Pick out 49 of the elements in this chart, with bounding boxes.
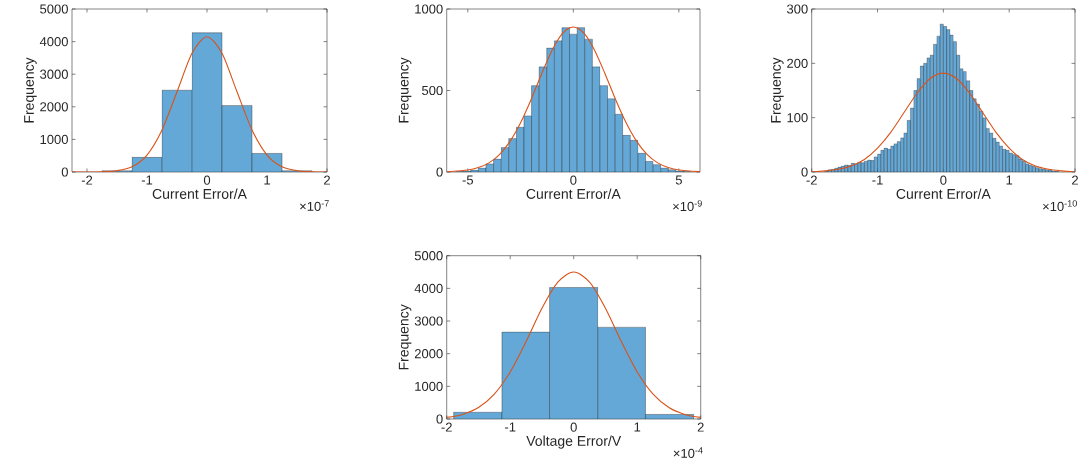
x-tick-label: 2 bbox=[1072, 175, 1078, 185]
y-axis-title: Frequency bbox=[771, 57, 784, 123]
y-tick-label: 0 bbox=[436, 414, 443, 424]
y-tick-label: 1000 bbox=[415, 4, 443, 14]
y-tick-label: 500 bbox=[422, 85, 443, 96]
x-tick-label: 0 bbox=[203, 175, 211, 185]
y-tick-label: 0 bbox=[436, 167, 443, 177]
y-tick-label: 1000 bbox=[415, 381, 443, 391]
y-tick-label: 2000 bbox=[40, 102, 68, 112]
y-tick-label: 300 bbox=[786, 4, 808, 14]
y-axis-title: Frequency bbox=[398, 304, 412, 370]
text: ×10$^{-7}$ bbox=[300, 200, 329, 211]
x-tick-label: 1 bbox=[264, 175, 270, 185]
x-tick-label: -1 bbox=[505, 422, 516, 432]
x-axis-title: Current Error/A bbox=[526, 188, 621, 199]
y-tick-label: 1000 bbox=[40, 134, 68, 144]
y-tick-label: 200 bbox=[787, 58, 808, 68]
x-tick-label: -2 bbox=[81, 175, 93, 185]
x-tick-label: 1 bbox=[634, 422, 641, 432]
x-tick-label: 5 bbox=[675, 175, 682, 185]
y-tick-label: 5000 bbox=[40, 4, 68, 14]
x-tick-label: 0 bbox=[940, 175, 947, 185]
x-tick-label: -5 bbox=[462, 175, 474, 185]
x-axis-title: Current Error/A bbox=[896, 188, 991, 199]
y-tick-label: 2000 bbox=[414, 349, 443, 359]
y-tick-label: 0 bbox=[61, 167, 68, 177]
x-tick-label: 0 bbox=[570, 175, 577, 185]
y-tick-label: 4000 bbox=[39, 37, 68, 47]
y-tick-label: 3000 bbox=[414, 316, 443, 326]
y-tick-label: 3000 bbox=[40, 69, 68, 79]
x-tick-label: 0 bbox=[570, 422, 577, 432]
x-tick-label: 1 bbox=[1006, 175, 1013, 185]
text: ×10$^{-9}$ bbox=[673, 200, 702, 212]
y-axis-title: Frequency bbox=[398, 57, 412, 123]
x-axis-title: Current Error/A bbox=[152, 188, 247, 199]
x-tick-label: -2 bbox=[441, 422, 452, 432]
text: ×10$^{-10}$ bbox=[1043, 200, 1077, 212]
y-tick-label: 5000 bbox=[414, 251, 443, 261]
text: ×10$^{-4}$ bbox=[673, 447, 703, 458]
y-tick-label: 100 bbox=[787, 113, 808, 123]
x-tick-label: -2 bbox=[806, 175, 817, 185]
y-tick-label: 4000 bbox=[414, 283, 443, 293]
x-tick-label: -1 bbox=[872, 175, 883, 185]
x-tick-label: 2 bbox=[697, 422, 704, 432]
y-tick-label: 0 bbox=[801, 167, 808, 177]
x-tick-label: 2 bbox=[324, 175, 330, 185]
x-axis-title: Voltage Error/V bbox=[526, 435, 622, 449]
x-tick-label: -1 bbox=[141, 175, 153, 185]
y-axis-title: Frequency bbox=[24, 57, 37, 123]
